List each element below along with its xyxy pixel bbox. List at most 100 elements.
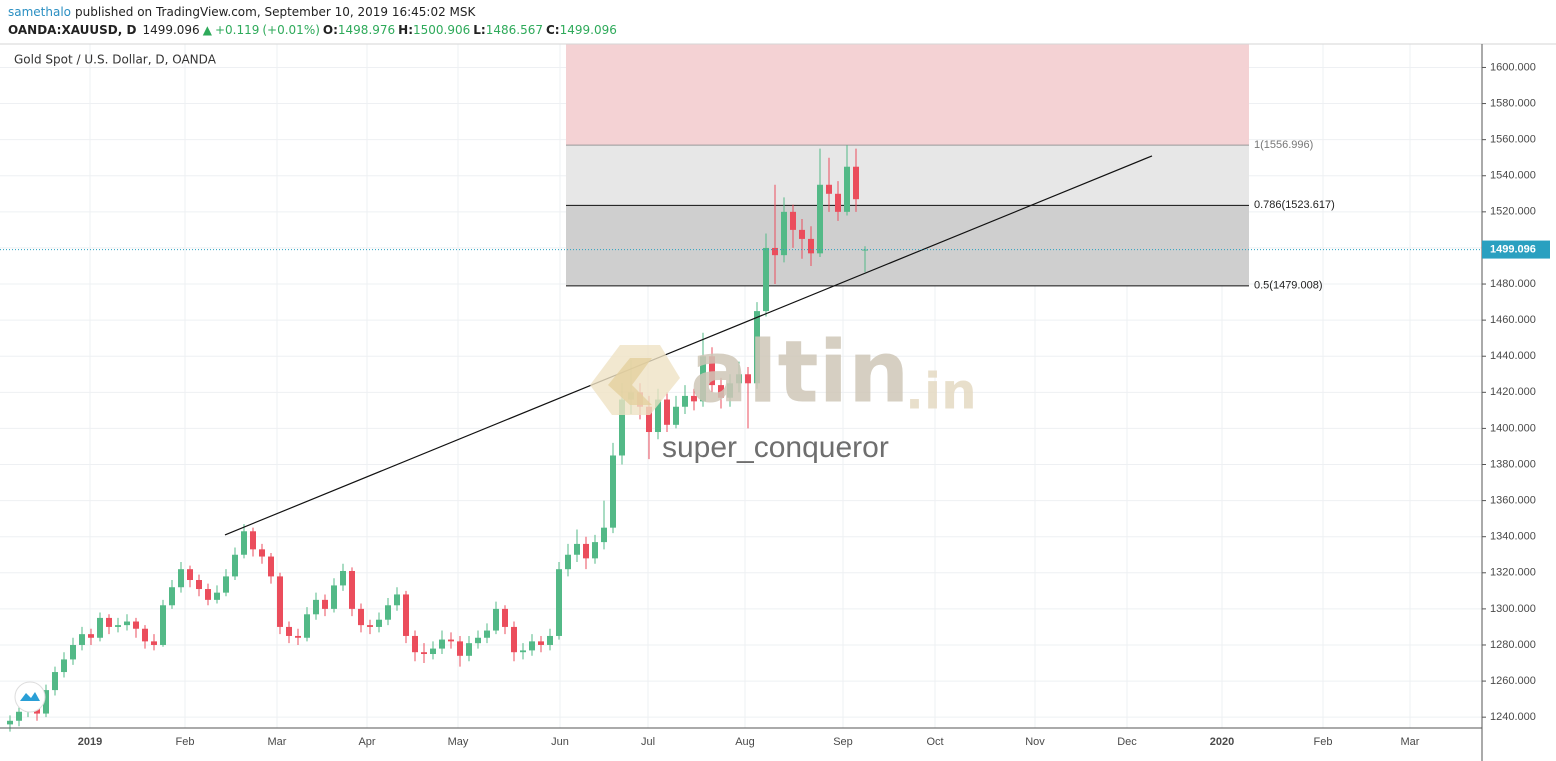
candle-body <box>412 635 418 653</box>
candle-body <box>259 549 265 557</box>
x-tick-label: Aug <box>735 736 755 748</box>
candle-body <box>367 625 373 627</box>
candle-body <box>655 399 661 433</box>
y-tick-label: 1440.000 <box>1490 350 1536 362</box>
candle-body <box>808 238 814 254</box>
candle-body <box>709 356 715 386</box>
price-label: 1499.096 <box>1490 243 1536 255</box>
x-tick-label: Mar <box>268 736 287 748</box>
candle-body <box>691 395 697 402</box>
plot-area: 1(1556.996) 0.786(1523.617) 0.5(1479.008) <box>0 44 1482 732</box>
candle-body <box>565 554 571 570</box>
candle-body <box>439 639 445 649</box>
candle-body <box>376 619 382 627</box>
candle-body <box>304 614 310 638</box>
candle-body <box>106 617 112 627</box>
low: 1486.567 <box>486 23 543 37</box>
candle-body <box>493 608 499 631</box>
candle-body <box>169 587 175 606</box>
candle-body <box>646 406 652 433</box>
candle-body <box>853 166 859 200</box>
fib-zone-top <box>566 44 1249 146</box>
x-tick-label: Jun <box>551 736 569 748</box>
candle-body <box>178 569 184 588</box>
ohlc-label: C: <box>546 23 560 37</box>
fib-label: 1(1556.996) <box>1254 139 1313 151</box>
candle-body <box>430 648 436 655</box>
y-tick-label: 1340.000 <box>1490 531 1536 543</box>
candle-body <box>277 576 283 627</box>
candle-body <box>385 605 391 620</box>
candle-body <box>322 599 328 609</box>
symbol-line: OANDA:XAUUSD, D 1499.096 ▲ +0.119 (+0.01%) O:… <box>8 23 617 37</box>
candle-body <box>835 193 841 212</box>
candle-body <box>187 569 193 581</box>
open: 1498.976 <box>338 23 395 37</box>
candle-body <box>205 589 211 600</box>
candle-body <box>484 630 490 638</box>
y-tick-label: 1240.000 <box>1490 711 1536 723</box>
candle-body <box>781 211 787 256</box>
candle-body <box>799 229 805 239</box>
candle-body <box>340 570 346 586</box>
x-tick-label: Apr <box>358 736 375 748</box>
candle-body <box>520 650 526 653</box>
watermark-logo <box>608 358 652 405</box>
x-tick-label: May <box>448 736 469 748</box>
candle-body <box>673 406 679 425</box>
candle-body <box>790 211 796 230</box>
candle-body <box>754 311 760 384</box>
x-tick-label: 2020 <box>1210 736 1234 748</box>
candle-body <box>457 641 463 656</box>
candle-body <box>592 542 598 559</box>
watermark-suffix: .in <box>905 363 977 421</box>
candle-body <box>52 672 58 691</box>
candle-body <box>502 608 508 627</box>
candle-body <box>295 635 301 638</box>
candle-body <box>61 659 67 673</box>
candle-body <box>214 592 220 600</box>
fib-zone <box>566 145 1249 206</box>
y-tick-label: 1400.000 <box>1490 422 1536 434</box>
candle-body <box>88 634 94 638</box>
candle-body <box>115 625 121 627</box>
candle-body <box>421 652 427 655</box>
last-price: 1499.096 <box>142 23 199 37</box>
candle-body <box>475 637 481 644</box>
watermark-author: super_conqueror <box>662 431 889 464</box>
candle-body <box>538 641 544 645</box>
candle-body <box>529 641 535 651</box>
candle-body <box>745 374 751 384</box>
watermark: altin .in super_conqueror <box>590 322 977 464</box>
candle-body <box>736 374 742 384</box>
y-tick-label: 1260.000 <box>1490 675 1536 687</box>
candle-body <box>403 594 409 636</box>
candle-body <box>133 621 139 629</box>
candle-body <box>718 385 724 398</box>
fib-label: 0.5(1479.008) <box>1254 280 1323 292</box>
y-tick-label: 1580.000 <box>1490 97 1536 109</box>
candle-body <box>79 634 85 645</box>
x-tick-label: 2019 <box>78 736 102 748</box>
candle-body <box>250 531 256 550</box>
chart-title: Gold Spot / U.S. Dollar, D, OANDA <box>14 53 217 67</box>
published: published on TradingView.com, September … <box>75 5 476 19</box>
candle-body <box>394 594 400 606</box>
candle-body <box>583 543 589 559</box>
x-tick-label: Jul <box>641 736 655 748</box>
candle-body <box>619 399 625 456</box>
x-tick-label: Sep <box>833 736 853 748</box>
y-tick-label: 1460.000 <box>1490 314 1536 326</box>
ohlc-label: L: <box>473 23 485 37</box>
x-tick-label: Dec <box>1117 736 1137 748</box>
y-tick-label: 1420.000 <box>1490 386 1536 398</box>
candle-body <box>700 356 706 402</box>
candle-body <box>331 585 337 609</box>
candle-body <box>574 543 580 555</box>
y-tick-label: 1320.000 <box>1490 567 1536 579</box>
candle-body <box>16 711 22 721</box>
candle-body <box>817 184 823 254</box>
y-tick-label: 1380.000 <box>1490 458 1536 470</box>
y-tick-label: 1520.000 <box>1490 206 1536 218</box>
